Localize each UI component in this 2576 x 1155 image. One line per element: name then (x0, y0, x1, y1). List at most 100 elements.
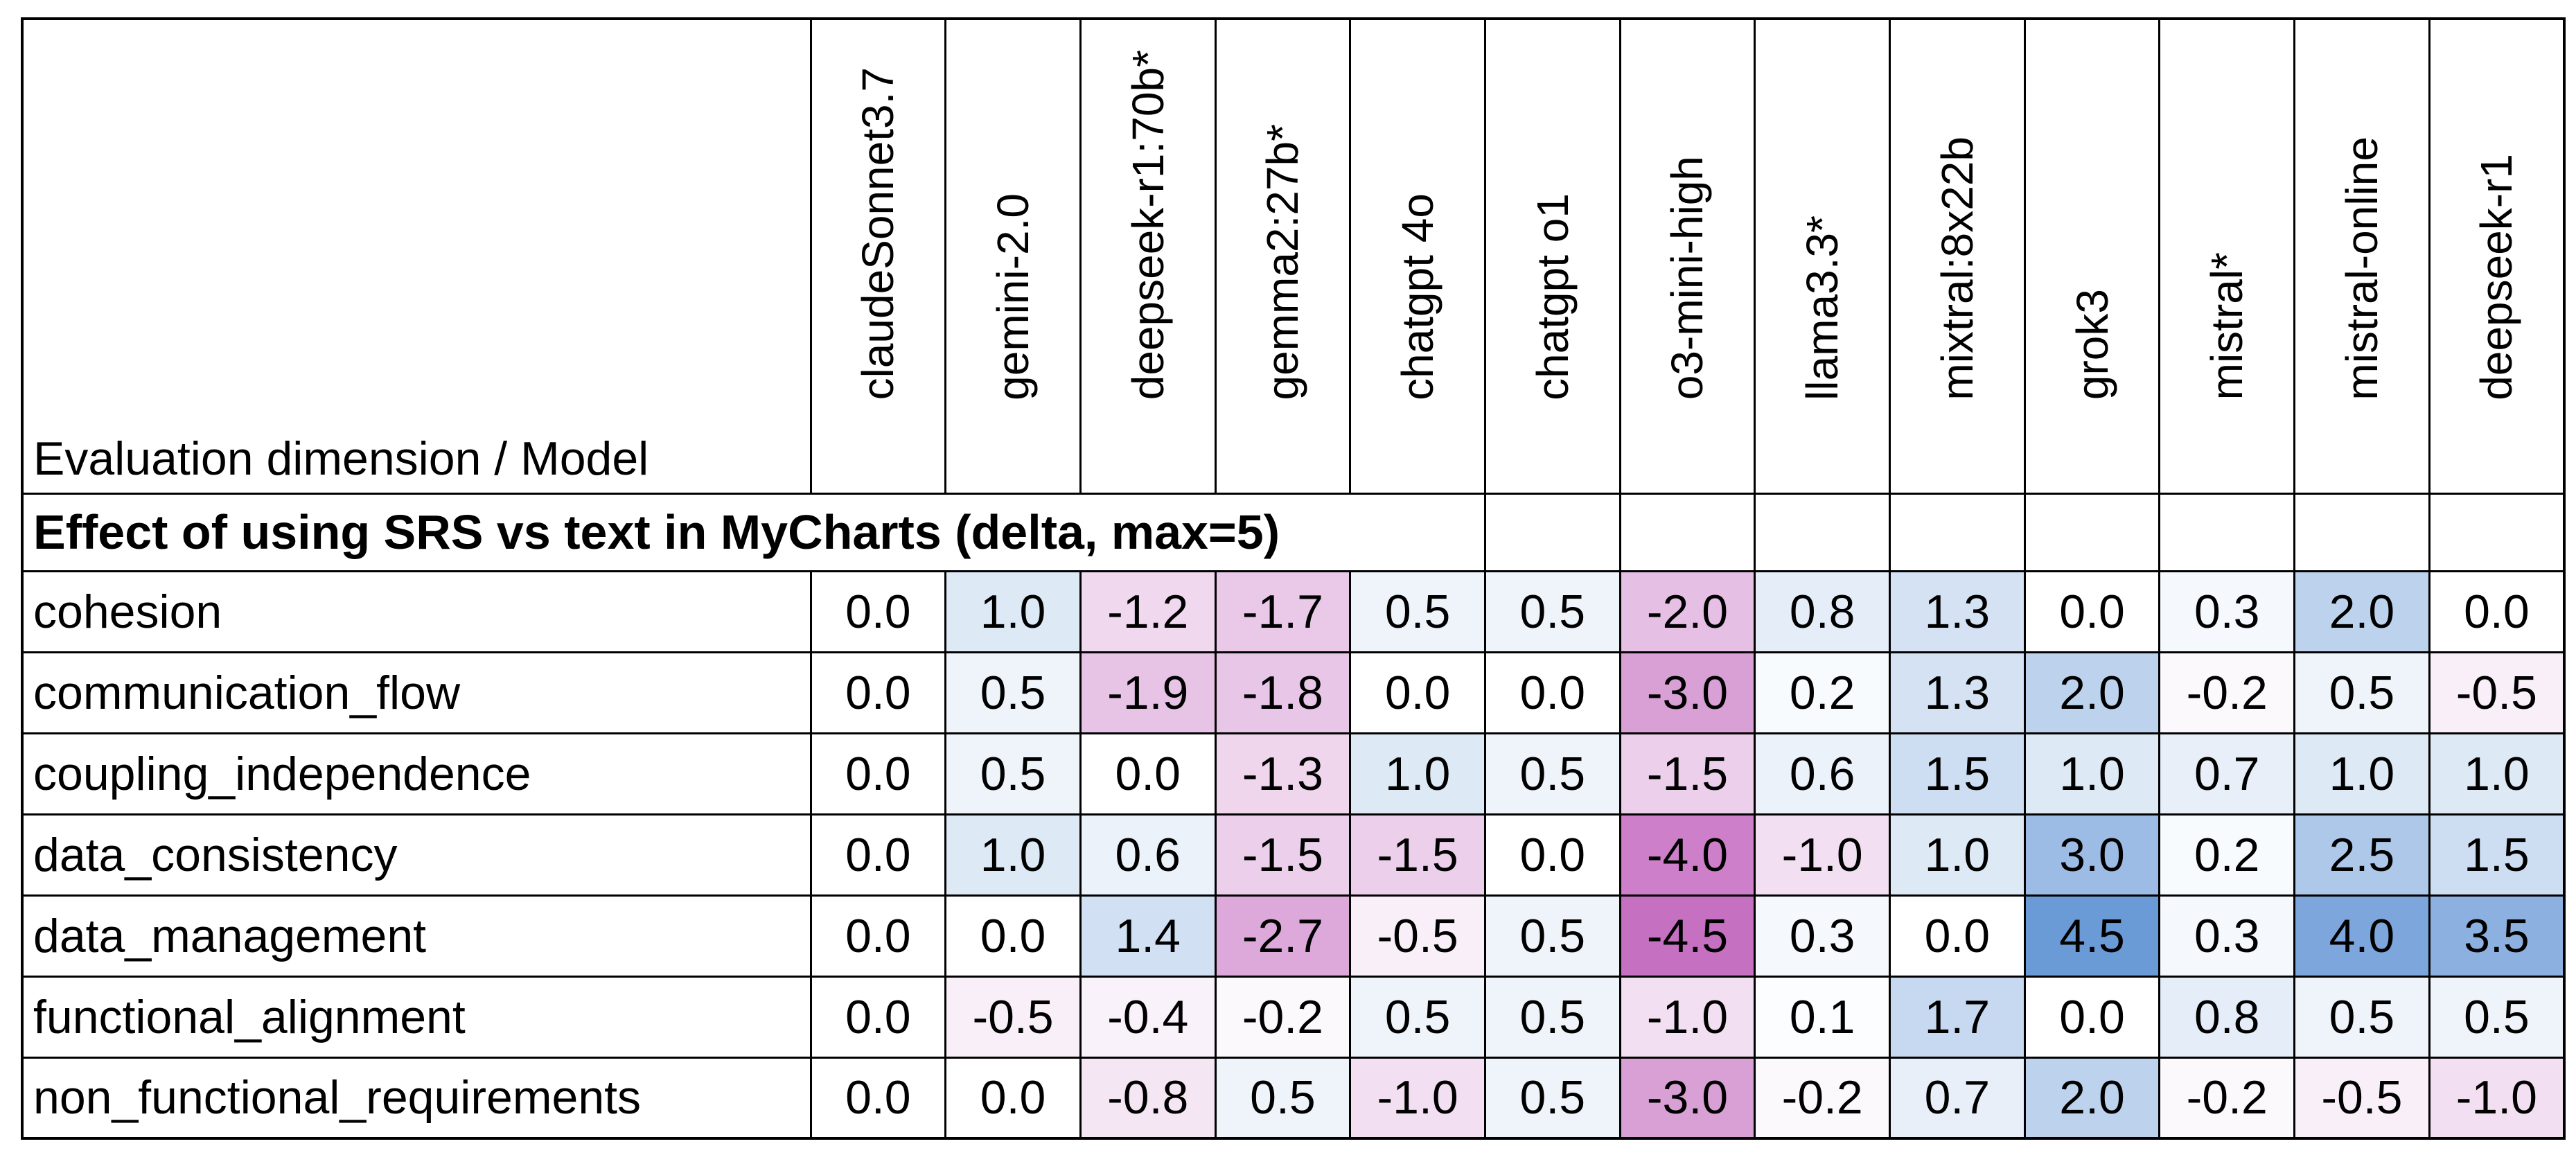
value-cell: 1.0 (2428, 732, 2566, 815)
value-cell: -4.0 (1618, 813, 1756, 897)
section-empty-cell (2158, 492, 2296, 572)
rotated-model-label: claudeSonnet3.7 (853, 67, 903, 400)
section-empty-cell (2293, 492, 2431, 572)
value-cell: 0.2 (2158, 813, 2296, 897)
model-header-cell: o3-mini-high (1618, 17, 1756, 495)
value-cell: 0.6 (1754, 732, 1891, 815)
value-cell: 1.0 (1349, 732, 1486, 815)
value-cell: -1.5 (1618, 732, 1756, 815)
value-cell: -1.7 (1214, 570, 1352, 653)
value-cell: -1.3 (1214, 732, 1352, 815)
value-cell: 0.0 (809, 732, 947, 815)
value-cell: 4.5 (2023, 894, 2161, 978)
value-cell: 1.3 (1889, 570, 2026, 653)
section-title-row: Effect of using SRS vs text in MyCharts … (21, 492, 2566, 572)
value-cell: 1.0 (944, 570, 1082, 653)
model-header-cell: deepseek-r1:70b* (1079, 17, 1217, 495)
dimension-cell: non_functional_requirements (21, 1056, 812, 1140)
value-cell: -1.5 (1214, 813, 1352, 897)
model-header-cell: llama3.3* (1754, 17, 1891, 495)
model-header-cell: mistral-online (2293, 17, 2431, 495)
model-header-cell: grok3 (2023, 17, 2161, 495)
value-cell: 0.2 (1754, 651, 1891, 734)
value-cell: 3.0 (2023, 813, 2161, 897)
dimension-cell: functional_alignment (21, 975, 812, 1059)
dimension-cell: cohesion (21, 570, 812, 653)
value-cell: 0.0 (2023, 570, 2161, 653)
section-empty-cell (1889, 492, 2026, 572)
value-cell: 0.0 (2428, 570, 2566, 653)
value-cell: 0.5 (1349, 570, 1486, 653)
value-cell: 0.5 (944, 651, 1082, 734)
table-row: functional_alignment 0.0 -0.5 -0.4 -0.2 0.5 0.… (21, 975, 2566, 1059)
value-cell: -1.0 (1618, 975, 1756, 1059)
model-header-row: Evaluation dimension / Model claudeSonne… (21, 17, 2566, 495)
value-cell: 3.5 (2428, 894, 2566, 978)
value-cell: 1.0 (944, 813, 1082, 897)
value-cell: 0.0 (1079, 732, 1217, 815)
value-cell: 0.0 (809, 651, 947, 734)
model-header-cell: claudeSonnet3.7 (809, 17, 947, 495)
value-cell: 0.5 (1483, 894, 1621, 978)
value-cell: 0.5 (2293, 651, 2431, 734)
rotated-model-label: o3-mini-high (1662, 156, 1713, 400)
value-cell: 0.3 (2158, 894, 2296, 978)
value-cell: 2.0 (2023, 1056, 2161, 1140)
value-cell: 0.0 (1483, 813, 1621, 897)
table-row: data_consistency 0.0 1.0 0.6 -1.5 -1.5 0.0 -4.0… (21, 813, 2566, 897)
model-header-cell: mistral* (2158, 17, 2296, 495)
value-cell: 0.5 (2293, 975, 2431, 1059)
value-cell: 0.7 (2158, 732, 2296, 815)
value-cell: 0.5 (1483, 975, 1621, 1059)
section-empty-cell (2428, 492, 2566, 572)
section-empty-cell (2023, 492, 2161, 572)
value-cell: 0.7 (1889, 1056, 2026, 1140)
value-cell: -3.0 (1618, 651, 1756, 734)
corner-header-cell: Evaluation dimension / Model (21, 17, 812, 495)
rotated-model-label: gemini-2.0 (988, 193, 1039, 400)
dimension-cell: data_consistency (21, 813, 812, 897)
value-cell: -2.0 (1618, 570, 1756, 653)
value-cell: -0.5 (944, 975, 1082, 1059)
value-cell: 2.0 (2293, 570, 2431, 653)
value-cell: 0.3 (2158, 570, 2296, 653)
value-cell: -1.0 (1349, 1056, 1486, 1140)
value-cell: -0.8 (1079, 1056, 1217, 1140)
value-cell: 0.5 (1214, 1056, 1352, 1140)
value-cell: 0.0 (809, 1056, 947, 1140)
value-cell: -0.2 (2158, 1056, 2296, 1140)
value-cell: -3.0 (1618, 1056, 1756, 1140)
rotated-model-label: mistral* (2202, 252, 2252, 400)
table-row: communication_flow 0.0 0.5 -1.9 -1.8 0.0 0.0 -3… (21, 651, 2566, 734)
value-cell: 0.0 (944, 1056, 1082, 1140)
value-cell: 2.0 (2023, 651, 2161, 734)
rotated-model-label: mixtral:8x22b (1932, 136, 1982, 400)
value-cell: -1.0 (1754, 813, 1891, 897)
rotated-model-label: grok3 (2067, 289, 2117, 400)
value-cell: 0.0 (944, 894, 1082, 978)
value-cell: 0.5 (1349, 975, 1486, 1059)
table-row: coupling_independence 0.0 0.5 0.0 -1.3 1.0 0.5… (21, 732, 2566, 815)
value-cell: -0.2 (1754, 1056, 1891, 1140)
value-cell: -1.0 (2428, 1056, 2566, 1140)
rotated-model-label: deepseek-r1 (2471, 153, 2522, 400)
section-empty-cell (1618, 492, 1756, 572)
model-header-cell: gemini-2.0 (944, 17, 1082, 495)
value-cell: -0.2 (1214, 975, 1352, 1059)
rotated-model-label: chatgpt o1 (1527, 193, 1578, 400)
table-row: data_management 0.0 0.0 1.4 -2.7 -0.5 0.5 -4.5 0… (21, 894, 2566, 978)
value-cell: 0.0 (809, 813, 947, 897)
rotated-model-label: chatgpt 4o (1393, 193, 1443, 400)
value-cell: 0.5 (944, 732, 1082, 815)
value-cell: 0.3 (1754, 894, 1891, 978)
section-empty-cell (1483, 492, 1621, 572)
model-header-cell: deepseek-r1 (2428, 17, 2566, 495)
dimension-cell: data_management (21, 894, 812, 978)
rotated-model-label: deepseek-r1:70b* (1122, 50, 1173, 400)
value-cell: 0.5 (1483, 1056, 1621, 1140)
value-cell: 0.5 (2428, 975, 2566, 1059)
value-cell: 0.0 (1349, 651, 1486, 734)
value-cell: 1.0 (1889, 813, 2026, 897)
value-cell: 1.0 (2023, 732, 2161, 815)
value-cell: 1.4 (1079, 894, 1217, 978)
